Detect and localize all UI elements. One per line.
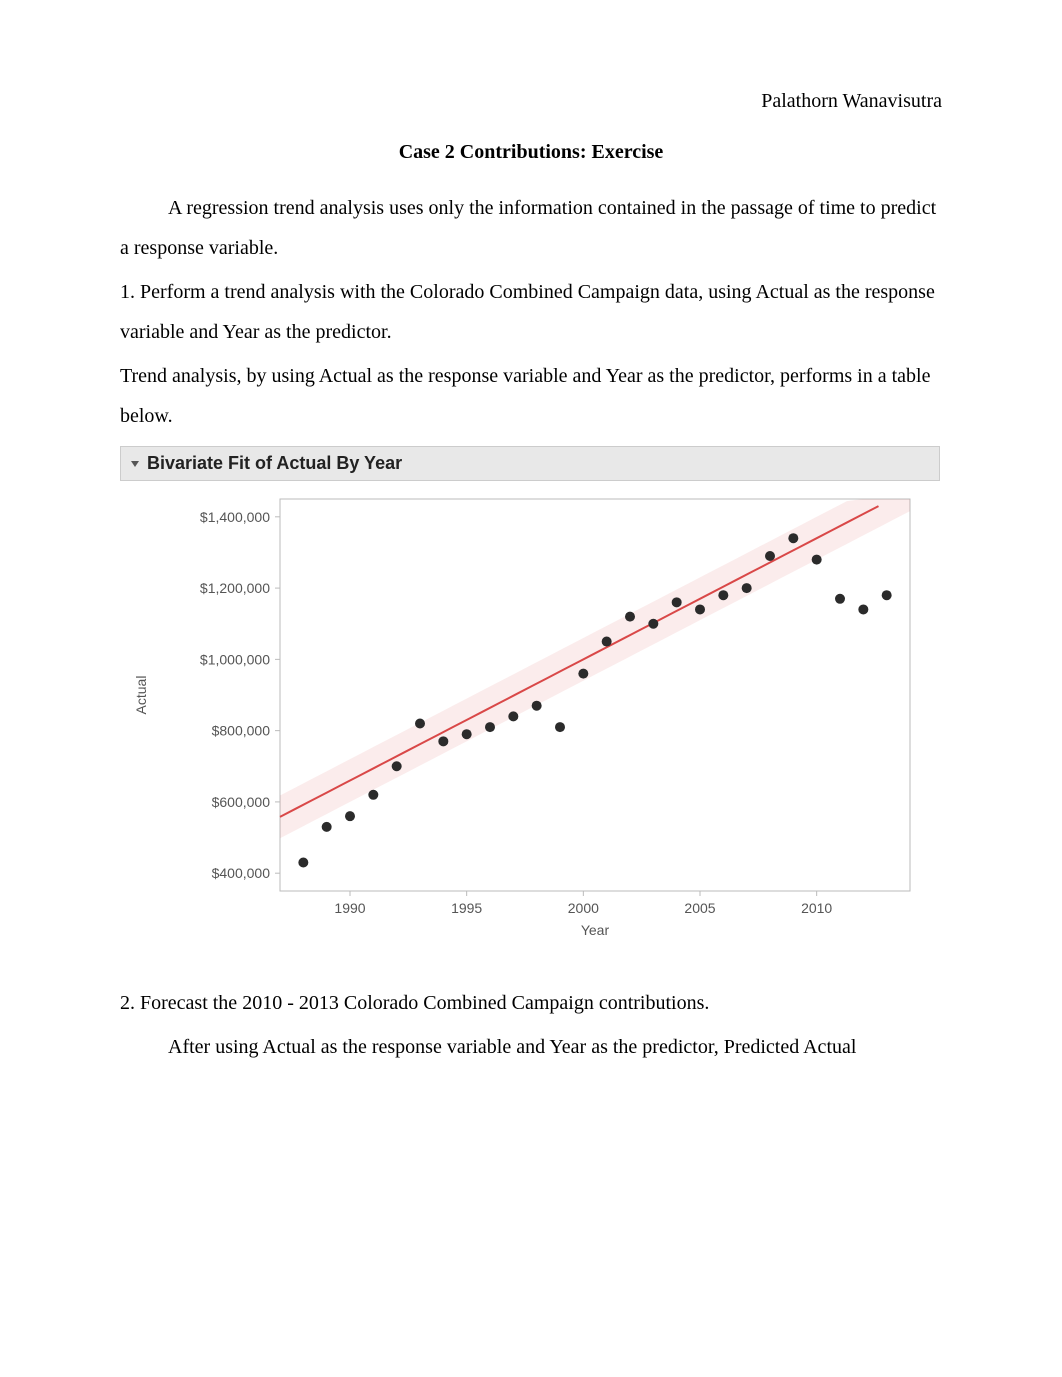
intro-paragraph: A regression trend analysis uses only th… [120,188,942,268]
chart-svg: $400,000 $600,000 $800,000 $1,000,000 $1,200… [120,481,940,951]
disclosure-triangle-icon [131,461,139,467]
question-1-answer: Trend analysis, by using Actual as the r… [120,356,942,436]
page-title: Case 2 Contributions: Exercise [120,141,942,164]
svg-text:$1,000,000: $1,000,000 [200,651,270,667]
svg-text:$600,000: $600,000 [212,794,271,810]
svg-text:$1,400,000: $1,400,000 [200,509,270,525]
chart-plot-area: $400,000 $600,000 $800,000 $1,000,000 $1,200… [120,481,940,951]
svg-text:Year: Year [581,922,610,938]
svg-text:1995: 1995 [451,900,482,916]
question-2: 2. Forecast the 2010 - 2013 Colorado Com… [120,983,942,1023]
svg-text:2000: 2000 [568,900,599,916]
svg-text:$1,200,000: $1,200,000 [200,580,270,596]
chart-header: Bivariate Fit of Actual By Year [120,446,940,481]
svg-text:2010: 2010 [801,900,832,916]
question-1: 1. Perform a trend analysis with the Col… [120,272,942,352]
svg-text:Actual: Actual [133,676,149,715]
author-name: Palathorn Wanavisutra [120,90,942,113]
svg-text:2005: 2005 [684,900,715,916]
svg-text:$400,000: $400,000 [212,865,271,881]
svg-text:1990: 1990 [334,900,365,916]
question-2-answer: After using Actual as the response varia… [120,1027,942,1067]
svg-text:$800,000: $800,000 [212,723,271,739]
chart-title: Bivariate Fit of Actual By Year [147,453,402,474]
bivariate-chart: Bivariate Fit of Actual By Year $400,000… [120,446,940,951]
